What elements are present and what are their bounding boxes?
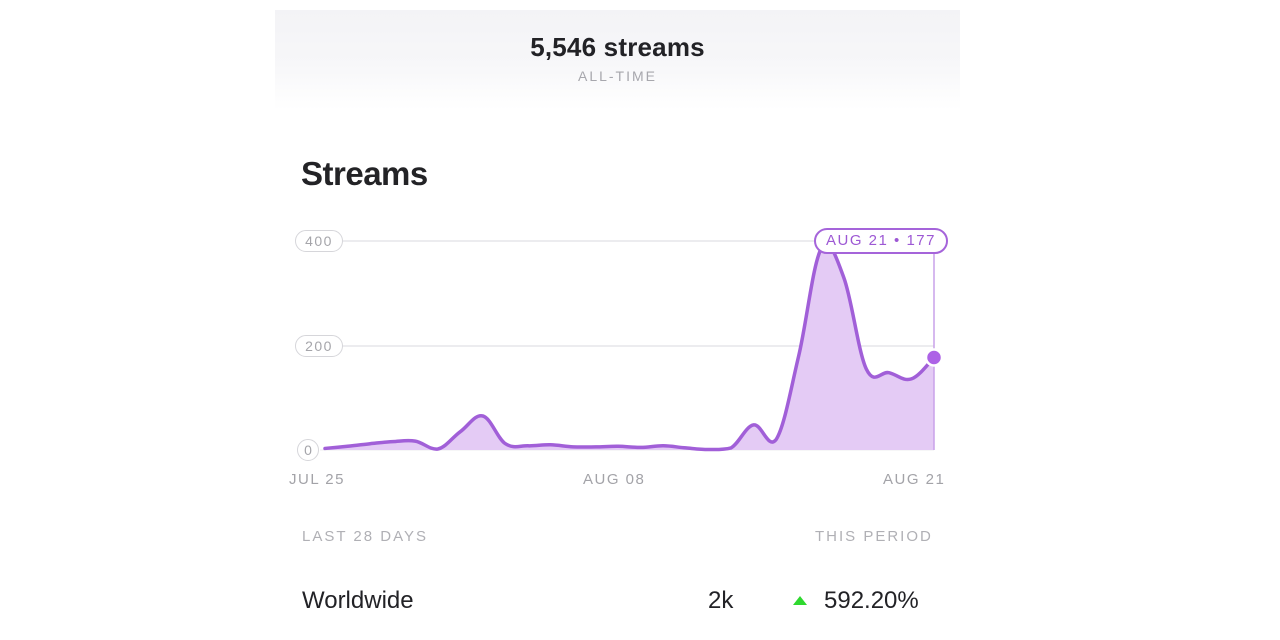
hover-tooltip: AUG 21 • 177 [814, 228, 948, 254]
area-fill [325, 244, 934, 450]
y-tick-400: 400 [295, 230, 343, 252]
region-name: Worldwide [302, 587, 414, 614]
region-streams: 2k [708, 587, 734, 614]
y-tick-0: 0 [297, 439, 319, 461]
x-tick-start: JUL 25 [289, 471, 345, 488]
streams-heading: Streams [301, 155, 428, 192]
all-time-label: ALL-TIME [577, 68, 657, 84]
trend-up-icon [793, 596, 807, 605]
x-tick-mid: AUG 08 [583, 471, 646, 488]
y-tick-200: 200 [295, 335, 343, 357]
range-label: LAST 28 DAYS [302, 528, 428, 545]
region-change: 592.20% [824, 587, 919, 614]
highlight-point[interactable] [924, 348, 944, 367]
total-streams: 5,546 streams [530, 32, 705, 62]
period-header: THIS PERIOD [815, 528, 933, 545]
x-tick-end: AUG 21 [883, 471, 946, 488]
all-time-summary: 5,546 streams ALL-TIME [275, 10, 960, 110]
data-line [323, 242, 936, 452]
